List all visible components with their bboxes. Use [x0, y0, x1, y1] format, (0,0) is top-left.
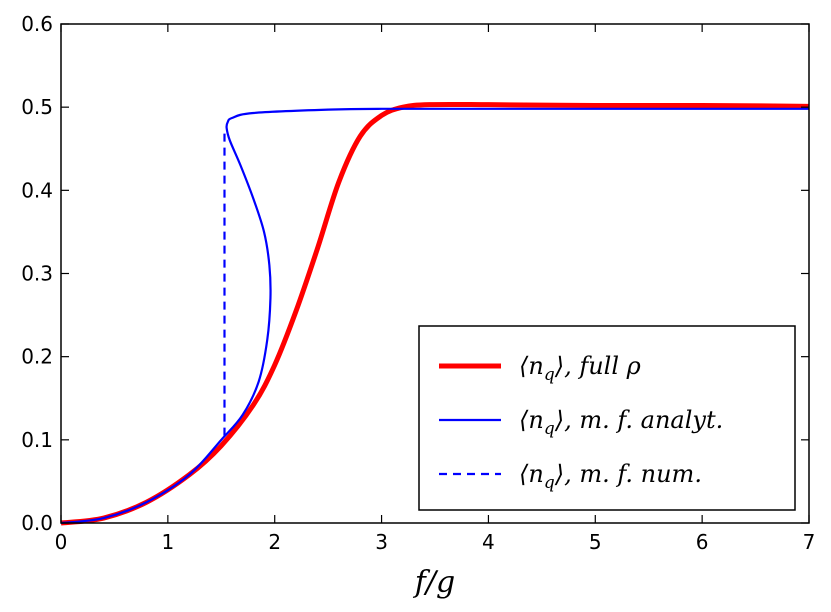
- y-tick-label: 0.4: [21, 178, 53, 202]
- series-line-1: [60, 107, 809, 525]
- legend-label: ⟨nq⟩, full ρ: [519, 352, 641, 385]
- x-tick-label: 7: [803, 530, 816, 554]
- y-tick-label: 0.3: [21, 262, 53, 286]
- x-axis-label: f/g: [413, 565, 455, 600]
- x-tick-label: 0: [55, 530, 68, 554]
- x-tick-label: 3: [375, 530, 388, 554]
- legend-label: ⟨nq⟩, m. f. analyt.: [519, 406, 723, 439]
- x-tick-label: 4: [482, 530, 495, 554]
- y-tick-label: 0.6: [21, 12, 53, 36]
- y-tick-label: 0.2: [21, 345, 53, 369]
- legend-box: [418, 325, 796, 511]
- x-tick-label: 1: [161, 530, 174, 554]
- legend: ⟨nq⟩, full ρ ⟨nq⟩, m. f. analyt. ⟨nq⟩, m. …: [418, 325, 796, 511]
- x-tick-label: 6: [696, 530, 709, 554]
- y-tick-label: 0.5: [21, 95, 53, 119]
- y-tick-label: 0.1: [21, 428, 53, 452]
- y-tick-label: 0.0: [21, 511, 53, 535]
- x-tick-label: 5: [589, 530, 602, 554]
- legend-label: ⟨nq⟩, m. f. num.: [519, 460, 702, 493]
- x-tick-label: 2: [268, 530, 281, 554]
